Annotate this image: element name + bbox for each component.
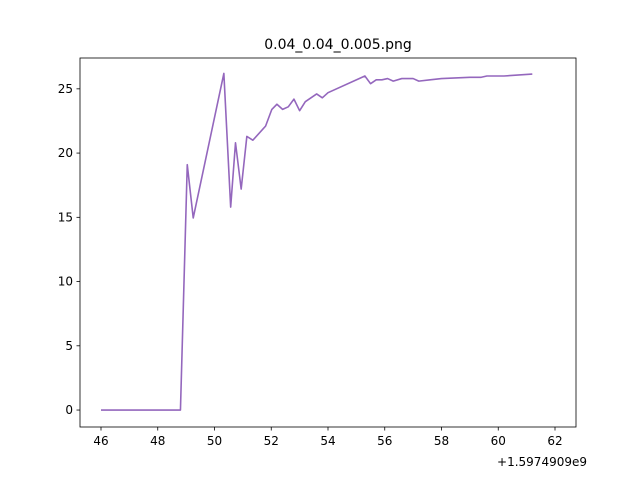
y-tick-label: 15 — [58, 210, 73, 224]
x-tick-label: 50 — [207, 434, 222, 448]
x-tick-label: 52 — [264, 434, 279, 448]
x-tick-label: 48 — [150, 434, 165, 448]
y-tick-label: 25 — [58, 82, 73, 96]
x-tick-label: 60 — [491, 434, 506, 448]
chart-title: 0.04_0.04_0.005.png — [264, 37, 412, 53]
x-tick-label: 58 — [434, 434, 449, 448]
x-offset-label: +1.5974909e9 — [497, 455, 587, 469]
x-tick-label: 54 — [320, 434, 335, 448]
y-tick-label: 5 — [65, 339, 73, 353]
x-tick-label: 56 — [377, 434, 392, 448]
axes-frame — [79, 57, 577, 428]
x-tick-label: 62 — [547, 434, 562, 448]
y-tick-label: 10 — [58, 275, 73, 289]
y-tick-label: 20 — [58, 146, 73, 160]
y-tick-label: 0 — [65, 403, 73, 417]
x-tick-label: 46 — [93, 434, 108, 448]
data-line — [101, 72, 533, 411]
